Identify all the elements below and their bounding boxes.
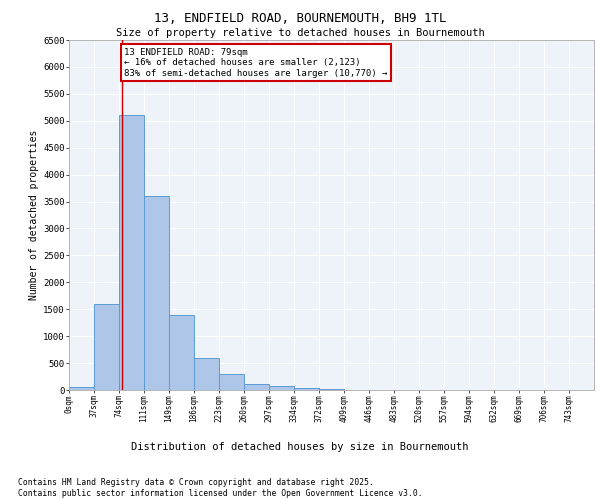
Bar — [244, 384, 269, 390]
Text: Size of property relative to detached houses in Bournemouth: Size of property relative to detached ho… — [116, 28, 484, 38]
Bar — [169, 314, 194, 390]
Bar — [144, 196, 169, 390]
Bar — [269, 386, 294, 390]
Text: 13 ENDFIELD ROAD: 79sqm
← 16% of detached houses are smaller (2,123)
83% of semi: 13 ENDFIELD ROAD: 79sqm ← 16% of detache… — [124, 48, 388, 78]
Bar — [294, 388, 319, 390]
Text: Distribution of detached houses by size in Bournemouth: Distribution of detached houses by size … — [131, 442, 469, 452]
Bar — [219, 374, 244, 390]
Text: 13, ENDFIELD ROAD, BOURNEMOUTH, BH9 1TL: 13, ENDFIELD ROAD, BOURNEMOUTH, BH9 1TL — [154, 12, 446, 26]
Bar — [94, 304, 119, 390]
Y-axis label: Number of detached properties: Number of detached properties — [29, 130, 39, 300]
Bar — [194, 358, 219, 390]
Bar — [69, 388, 94, 390]
Bar — [119, 116, 144, 390]
Text: Contains HM Land Registry data © Crown copyright and database right 2025.
Contai: Contains HM Land Registry data © Crown c… — [18, 478, 422, 498]
